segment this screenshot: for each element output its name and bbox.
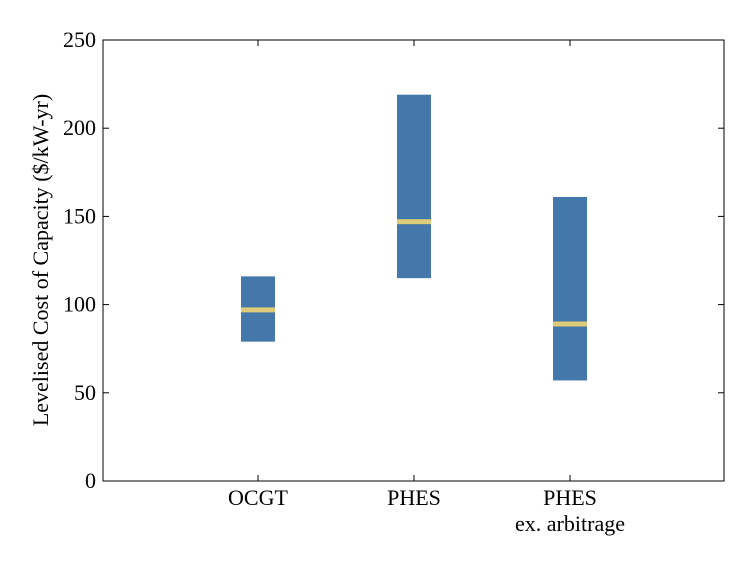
range-box	[397, 94, 431, 279]
x-category-sublabel: ex. arbitrage	[515, 511, 625, 536]
y-tick-label: 250	[63, 27, 96, 52]
median-line	[397, 219, 431, 225]
x-category-label: PHES	[543, 485, 597, 510]
x-category-label: PHES	[387, 485, 441, 510]
y-tick-label: 50	[74, 380, 96, 405]
x-category-label: OCGT	[228, 485, 288, 510]
y-axis-label: Levelised Cost of Capacity ($/kW-yr)	[28, 94, 53, 426]
range-box	[553, 196, 587, 381]
y-tick-label: 200	[63, 115, 96, 140]
range-boxes	[241, 94, 587, 381]
y-tick-label: 150	[63, 203, 96, 228]
median-line	[553, 321, 587, 327]
y-tick-label: 0	[85, 468, 96, 493]
median-line	[241, 307, 275, 313]
y-tick-label: 100	[63, 292, 96, 317]
